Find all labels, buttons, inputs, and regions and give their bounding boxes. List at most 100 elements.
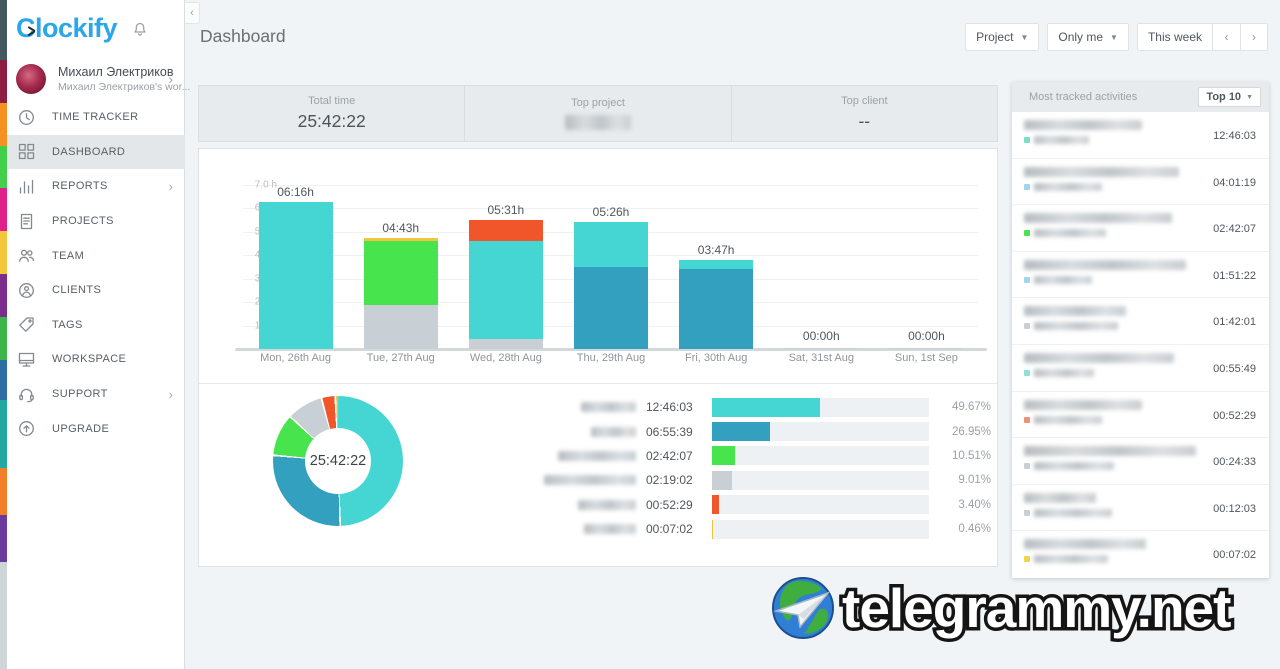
activity-time: 00:24:33 [1213, 456, 1256, 469]
activity-row[interactable]: 02:42:07 [1012, 205, 1269, 252]
weekly-bar-chart: 1.0 h2.0 h3.0 h4.0 h5.0 h6.0 h7.0 h06:16… [199, 149, 997, 383]
bar-segment [363, 238, 438, 242]
legend-bar-track [712, 446, 929, 466]
sidebar-item-tags[interactable]: TAGS [7, 308, 185, 343]
sidebar-item-workspace[interactable]: WORKSPACE [7, 342, 185, 377]
user-profile[interactable]: Михаил Электриков Михаил Электриков's wo… [7, 56, 190, 102]
activity-row[interactable]: 12:46:03 [1012, 112, 1269, 159]
x-axis-day-label: Tue, 27th Aug [366, 352, 435, 364]
sidebar-item-support[interactable]: SUPPORT › [7, 377, 185, 412]
top-client-label: Top client [841, 95, 888, 107]
sidebar-item-label: TAGS [52, 318, 83, 331]
activity-name-blurred [1024, 306, 1126, 317]
activity-name-blurred [1024, 446, 1196, 457]
legend-bar-fill [712, 470, 732, 490]
activity-project-blurred [1034, 275, 1092, 284]
legend-percent: 9.01% [958, 474, 991, 487]
sidebar-item-label: REPORTS [52, 180, 108, 193]
legend-bar-fill [712, 495, 720, 515]
bar-fri-30th-aug [679, 260, 754, 349]
most-tracked-activities-panel: Most tracked activities Top 10 ▼ 12:46:03… [1012, 82, 1269, 578]
bar-total-label: 05:26h [592, 204, 630, 219]
chevron-down-icon: ▼ [1110, 32, 1118, 42]
prev-period-button[interactable]: ‹ [1212, 23, 1240, 51]
activity-time: 00:12:03 [1213, 502, 1256, 515]
sidebar-item-upgrade[interactable]: UPGRADE [7, 411, 185, 446]
period-button[interactable]: This week [1136, 23, 1212, 51]
activity-row[interactable]: 00:55:49 [1012, 345, 1269, 392]
next-period-button[interactable]: › [1240, 23, 1268, 51]
legend-percent: 0.46% [958, 523, 991, 536]
legend-bar-track [712, 495, 929, 515]
activity-project-blurred [1034, 182, 1102, 191]
project-color-dot [1024, 369, 1030, 376]
sidebar-item-label: UPGRADE [52, 422, 110, 435]
top-project-value-blurred [564, 115, 631, 130]
main-content: ‹ Dashboard Project ▼ Only me ▼ This week … [185, 0, 1280, 669]
bell-icon[interactable] [131, 20, 149, 38]
legend-time: 06:55:39 [646, 424, 693, 439]
legend-percent: 10.51% [951, 449, 991, 462]
sidebar-item-projects[interactable]: PROJECTS [7, 204, 185, 239]
sidebar-item-team[interactable]: TEAM [7, 238, 185, 273]
user-filter-button[interactable]: Only me ▼ [1047, 23, 1129, 51]
activity-time: 04:01:19 [1213, 176, 1256, 189]
legend-row: 06:55:39 26.95% [544, 419, 991, 443]
legend-bar-fill [712, 422, 771, 442]
activity-project-blurred [1034, 462, 1114, 471]
bar-segment [574, 221, 648, 267]
top-10-dropdown[interactable]: Top 10 ▼ [1198, 87, 1261, 107]
avatar [16, 64, 46, 94]
sidebar-item-time-tracker[interactable]: TIME TRACKER [7, 100, 185, 135]
legend-bar-fill [712, 446, 735, 466]
bar-segment [468, 240, 543, 340]
clockify-logo[interactable]: Clockify [16, 13, 118, 44]
activity-row[interactable]: 01:51:22 [1012, 252, 1269, 299]
activity-project-blurred [1034, 415, 1102, 424]
bar-segment [468, 339, 543, 349]
sidebar-item-dashboard[interactable]: DASHBOARD [7, 134, 185, 170]
project-filter-button[interactable]: Project ▼ [965, 23, 1040, 51]
sidebar-item-label: CLIENTS [52, 284, 102, 297]
chevron-down-icon: ▼ [1020, 32, 1029, 42]
sidebar-item-reports[interactable]: REPORTS › [7, 169, 185, 204]
activity-name-blurred [1024, 352, 1174, 363]
project-name-blurred [558, 450, 636, 461]
bar-sat-31st-aug [784, 347, 859, 349]
donut-legend: 12:46:03 49.67% 06:55:39 26.95% 02:42:07 10.5… [544, 395, 991, 541]
project-color-dot [1024, 556, 1030, 563]
top-project-card: Top project [465, 86, 732, 141]
sidebar-item-label: DASHBOARD [52, 145, 126, 158]
activity-time: 02:42:07 [1213, 223, 1256, 236]
sidebar-item-label: TIME TRACKER [52, 111, 139, 124]
person-circle-icon [18, 282, 35, 299]
legend-bar-fill [712, 519, 713, 539]
activity-row[interactable]: 00:12:03 [1012, 485, 1269, 532]
sidebar-item-clients[interactable]: CLIENTS [7, 273, 185, 308]
watermark: telegrammy.net [770, 574, 1235, 643]
bar-total-label: 06:16h [277, 185, 314, 200]
sidebar-item-label: WORKSPACE [52, 353, 127, 366]
activity-row[interactable]: 00:24:33 [1012, 438, 1269, 485]
activity-row[interactable]: 00:52:29 [1012, 392, 1269, 439]
activity-row[interactable]: 01:42:01 [1012, 298, 1269, 345]
time-breakdown-donut-chart: 25:42:22 [273, 396, 403, 526]
bar-total-label: 00:00h [802, 329, 840, 343]
monitor-icon [18, 351, 35, 368]
x-axis-day-label: Mon, 26th Aug [260, 352, 332, 364]
bar-chart-icon [18, 178, 35, 195]
bar-segment [889, 347, 964, 349]
x-axis-day-label: Fri, 30th Aug [684, 352, 748, 364]
activity-row[interactable]: 04:01:19 [1012, 159, 1269, 206]
arrow-up-circle-icon [18, 420, 35, 437]
sidebar-collapse-button[interactable]: ‹ [185, 2, 200, 24]
x-axis-day-label: Thu, 29th Aug [576, 352, 646, 364]
bar-wed-28th-aug [468, 219, 543, 349]
bar-mon-26th-aug [258, 202, 333, 349]
activity-project-blurred [1034, 229, 1106, 238]
activity-project-blurred [1034, 368, 1094, 377]
project-color-dot [1024, 230, 1030, 237]
bar-total-label: 04:43h [382, 221, 420, 236]
activity-time: 12:46:03 [1213, 130, 1256, 142]
activity-row[interactable]: 00:07:02 [1012, 531, 1269, 578]
